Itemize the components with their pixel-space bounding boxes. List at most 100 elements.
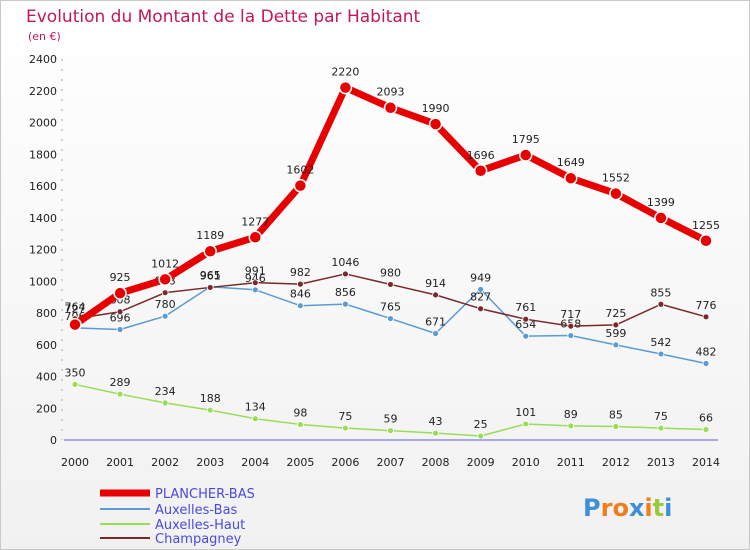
data-label: 1046 — [331, 256, 359, 269]
data-label: 1277 — [241, 215, 269, 228]
data-label: 776 — [696, 299, 717, 312]
y-tick-label: 1600 — [29, 180, 57, 193]
data-point — [116, 390, 124, 398]
data-point — [522, 332, 530, 340]
data-label: 59 — [384, 413, 398, 426]
x-tick-label: 2002 — [151, 456, 179, 469]
data-point — [296, 302, 304, 310]
data-label: 855 — [650, 286, 671, 299]
data-point — [567, 422, 575, 430]
data-point — [387, 427, 394, 435]
data-point — [387, 281, 394, 288]
data-label: 542 — [650, 336, 671, 349]
x-tick-label: 2005 — [286, 456, 314, 469]
data-label: 946 — [245, 272, 266, 285]
data-point — [564, 171, 578, 185]
data-label: 914 — [425, 277, 446, 290]
x-tick-label: 2009 — [467, 456, 495, 469]
data-point — [699, 234, 713, 248]
data-label: 1649 — [557, 156, 585, 169]
chart-axes: 0 200 400 600 800 1000 1200 1400 1600 1800 2000 220… — [29, 53, 720, 469]
data-label: 289 — [110, 376, 131, 389]
y-tick-label: 2400 — [29, 53, 57, 66]
data-label: 991 — [245, 265, 266, 278]
data-label: 1696 — [467, 149, 495, 162]
y-tick-label: 600 — [36, 339, 57, 352]
data-label: 66 — [699, 412, 713, 425]
y-tick-label: 1800 — [29, 148, 57, 161]
data-point — [161, 289, 169, 297]
data-label: 2093 — [377, 86, 405, 99]
y-tick-label: 1000 — [29, 275, 57, 288]
data-point — [654, 211, 668, 225]
data-label: 764 — [65, 301, 86, 314]
data-label: 980 — [380, 266, 401, 279]
series-plancher-bas: 727 925 1012 1189 1277 1602 2220 2093 1990 1696 17… — [65, 66, 720, 332]
data-point — [432, 291, 439, 299]
data-label: 599 — [605, 327, 626, 340]
series-auxelles-haut: 350 289 234 188 134 98 75 59 43 25 101 89 85 75 66 — [65, 366, 713, 440]
chart-title: Evolution du Montant de la Dette par Hab… — [26, 7, 421, 27]
data-point — [161, 312, 169, 320]
logo-letter: i — [664, 494, 672, 522]
data-label: 1255 — [692, 219, 720, 232]
data-label: 1012 — [151, 257, 179, 270]
data-point — [702, 360, 710, 367]
x-tick-label: 2006 — [331, 456, 359, 469]
data-point — [612, 321, 620, 329]
legend-label: Champagney — [155, 532, 242, 547]
data-label: 1189 — [196, 229, 224, 242]
y-tick-label: 1400 — [29, 212, 57, 225]
x-tick-label: 2008 — [422, 456, 450, 469]
y-tick-label: 800 — [36, 307, 57, 320]
y-tick-label: 200 — [36, 402, 57, 415]
data-point — [338, 80, 353, 95]
data-point — [71, 381, 79, 388]
data-label: 827 — [470, 291, 491, 304]
data-point — [161, 399, 169, 407]
data-point — [113, 286, 127, 300]
data-point — [567, 332, 575, 339]
data-point — [518, 148, 533, 162]
data-label: 1552 — [602, 172, 630, 185]
data-label: 765 — [380, 301, 401, 314]
legend-label: PLANCHER-BAS — [155, 487, 255, 502]
logo-letter: P — [583, 494, 601, 522]
data-label: 350 — [65, 366, 86, 379]
data-label: 85 — [609, 409, 623, 422]
data-point — [477, 285, 485, 293]
data-label: 982 — [290, 266, 311, 279]
data-point — [116, 308, 124, 316]
data-label: 1399 — [647, 196, 675, 209]
data-point — [383, 100, 398, 115]
data-label: 101 — [515, 406, 536, 419]
y-tick-label: 0 — [50, 434, 57, 447]
data-point — [296, 280, 304, 288]
y-tick-label: 1200 — [29, 244, 57, 257]
data-label: 134 — [245, 401, 266, 414]
data-label: 654 — [515, 318, 536, 331]
x-tick-label: 2004 — [241, 456, 269, 469]
data-point — [342, 300, 349, 308]
data-label: 780 — [155, 298, 176, 311]
data-label: 1602 — [286, 164, 314, 177]
data-label: 761 — [515, 301, 536, 314]
x-tick-label: 2003 — [196, 456, 224, 469]
data-point — [293, 178, 308, 193]
data-point — [296, 421, 304, 428]
data-label: 482 — [696, 345, 717, 358]
data-label: 75 — [338, 410, 352, 423]
data-point — [657, 350, 665, 358]
data-point — [702, 313, 710, 321]
data-label: 965 — [200, 269, 221, 282]
data-point — [251, 279, 259, 287]
x-tick-label: 2012 — [602, 456, 630, 469]
data-point — [248, 230, 263, 245]
legend-label: Auxelles-Haut — [155, 518, 245, 533]
proxiti-logo: Proxiti — [583, 494, 672, 522]
data-point — [522, 315, 530, 323]
data-point — [702, 426, 710, 433]
data-label: 727 — [65, 303, 86, 316]
y-tick-label: 400 — [36, 371, 57, 384]
